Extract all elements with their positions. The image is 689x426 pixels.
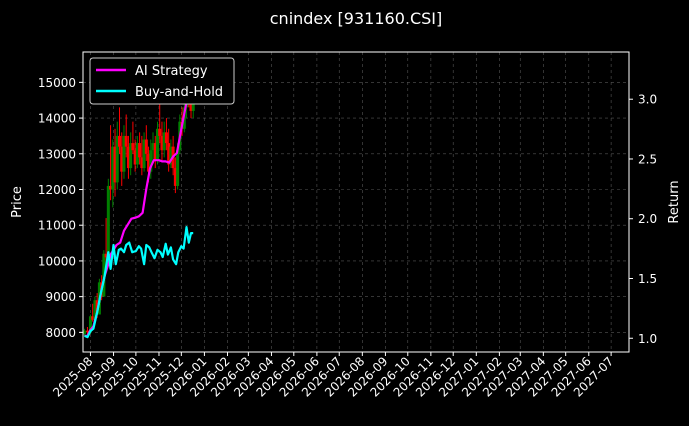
candle-body: [117, 135, 121, 147]
candle-body: [147, 153, 151, 172]
candle-body: [167, 143, 171, 165]
y-tick-label-left: 13000: [38, 147, 76, 161]
candle-body: [126, 146, 130, 169]
candle-body: [113, 146, 117, 183]
y-tick-label-left: 10000: [38, 254, 76, 268]
candle-body: [162, 132, 166, 151]
candle-body: [85, 330, 89, 333]
candle-body: [122, 135, 126, 172]
candle-body: [111, 146, 115, 190]
candle-body: [131, 143, 135, 151]
candle-body: [138, 143, 142, 158]
candle-body: [135, 143, 139, 165]
candle-body: [91, 316, 95, 320]
line-series-layer: [84, 72, 195, 339]
y-tick-label-left: 8000: [45, 326, 76, 340]
chart-title: cnindex [931160.CSI]: [270, 9, 443, 28]
plot-frame: [82, 51, 630, 353]
candle-body: [149, 150, 153, 172]
candle-body: [158, 128, 162, 136]
candle-body: [124, 135, 128, 147]
candle-body: [153, 143, 157, 161]
y-tick-label-left: 14000: [38, 112, 76, 126]
candle-body: [106, 185, 110, 258]
y-tick-label-right: 1.0: [638, 332, 657, 346]
candle-body: [88, 316, 92, 333]
y-tick-label-right: 1.5: [638, 272, 657, 286]
candle-body: [109, 185, 113, 190]
candle-body: [104, 253, 108, 258]
candle-body: [176, 150, 180, 186]
candle-body: [164, 132, 168, 144]
y-tick-label-left: 12000: [38, 183, 76, 197]
candle-body: [93, 300, 97, 320]
y-tick-label-right: 3.0: [638, 93, 657, 107]
y-tick-label-right: 2.5: [638, 152, 657, 166]
candle-body: [173, 168, 177, 186]
y-axis-label-right: Return: [667, 180, 682, 223]
y-tick-label-right: 2.0: [638, 212, 657, 226]
y-tick-label-left: 11000: [38, 219, 76, 233]
candle-body: [189, 100, 193, 111]
candle-body: [133, 150, 137, 165]
candle-body: [140, 157, 144, 169]
y-tick-label-left: 9000: [45, 290, 76, 304]
candle-body: [144, 139, 148, 154]
candle-body: [129, 143, 133, 169]
legend-label-buy-and-hold: Buy-and-Hold: [135, 85, 223, 100]
y-tick-label-left: 15000: [38, 76, 76, 90]
candle-body: [120, 146, 124, 172]
candle-body: [151, 143, 155, 151]
candle-body: [142, 139, 146, 169]
buy-and-hold-line: [84, 226, 194, 339]
candle-body: [155, 128, 159, 161]
legend-label-ai-strategy: AI Strategy: [135, 64, 208, 79]
legend: AI Strategy Buy-and-Hold: [89, 57, 235, 105]
candle-body: [82, 330, 86, 335]
candle-body: [169, 146, 173, 165]
y-axis-label-left: Price: [10, 186, 25, 218]
candle-body: [115, 135, 119, 183]
candle-body: [160, 135, 164, 151]
